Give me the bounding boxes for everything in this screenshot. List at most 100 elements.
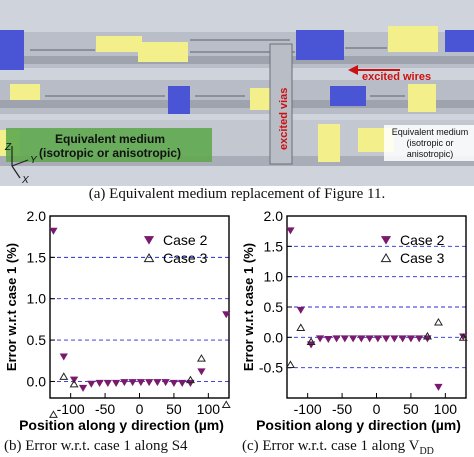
case2-point	[178, 379, 187, 387]
legend-label: Case 2	[163, 232, 208, 248]
y-tick-label: -0.5	[259, 360, 283, 376]
caption-c-text: (c) Error w.r.t. case 1 along V	[242, 438, 420, 454]
x-tick-label: -100	[57, 401, 85, 417]
middle-interconnect-layer	[0, 80, 474, 114]
yellow-block	[388, 26, 438, 52]
case3-point	[69, 379, 79, 388]
y-tick-label: 0.5	[264, 299, 284, 315]
caption-c-subscript: DD	[419, 446, 434, 457]
case3-point	[196, 354, 206, 362]
legend-marker-case2	[380, 236, 392, 245]
case2-point	[153, 379, 162, 387]
y-tick-label: 2.0	[264, 208, 284, 224]
yellow-block	[138, 42, 188, 62]
yellow-block	[10, 84, 40, 100]
case2-point	[120, 379, 129, 387]
equivalent-medium-small-label-line2: (isotropic or	[406, 138, 453, 148]
axis-y-label: Y	[30, 155, 38, 166]
equivalent-medium-small	[384, 125, 474, 161]
blue-block	[296, 30, 344, 60]
case3-point	[422, 331, 432, 340]
excited-wires-arrowhead	[348, 65, 358, 75]
legend-label: Case 2	[400, 232, 445, 248]
layout-illustration: excited wires excited vias Equivalent me…	[0, 0, 474, 186]
case2-point	[161, 379, 170, 387]
case2-point	[296, 306, 305, 314]
excited-vias-column	[269, 43, 293, 165]
y-tick-label: 0.5	[27, 332, 47, 348]
caption-c: (c) Error w.r.t. case 1 along VDD	[242, 438, 434, 457]
case2-point	[145, 379, 154, 387]
case3-point	[59, 372, 69, 380]
case2-point	[103, 379, 112, 387]
axis-z-label: Z	[4, 142, 12, 153]
y-tick-label: 0.0	[264, 329, 284, 345]
case2-point	[286, 227, 295, 235]
excited-wires-label: excited wires	[362, 71, 431, 83]
case2-point	[365, 335, 374, 343]
x-tick-label: -50	[332, 401, 352, 417]
yellow-block	[318, 124, 340, 162]
case2-point	[357, 335, 366, 343]
case2-point	[406, 335, 416, 343]
case2-point	[415, 335, 424, 343]
legend-marker-case3	[380, 252, 392, 263]
yellow-block	[96, 36, 142, 52]
x-tick-label: 50	[166, 401, 182, 417]
case2-point	[398, 335, 407, 343]
upper-interconnect-layer	[0, 26, 474, 70]
axis-x-label: X	[21, 175, 29, 186]
coordinate-axes-icon	[11, 146, 29, 179]
case3-point	[185, 375, 195, 384]
legend-marker-case2	[143, 236, 155, 245]
case3-point	[296, 323, 306, 332]
x-tick-label: 100	[434, 401, 458, 417]
case3-point	[285, 360, 295, 369]
case2-point	[340, 335, 349, 343]
case2-point	[111, 379, 121, 387]
y-axis-label: Error w.r.t case 1 (%)	[241, 243, 256, 371]
y-tick-label: 1.0	[264, 269, 284, 285]
case3-point	[433, 317, 443, 326]
case2-point	[169, 379, 179, 387]
blue-block	[0, 30, 24, 70]
case3-point	[221, 400, 231, 408]
equivalent-medium-label-line2: (isotropic or anisotropic)	[39, 146, 181, 160]
blue-block	[445, 30, 474, 52]
chart-c: -0.5 0.0 0.5 1.0 1.5 2.0 -100 -50 0 50 100Position…	[241, 208, 468, 433]
y-tick-label: 1.5	[27, 249, 47, 265]
case3-point	[458, 333, 468, 341]
case2-point	[49, 227, 58, 235]
legend-label: Case 3	[163, 250, 208, 266]
case2-point	[78, 384, 88, 392]
equivalent-medium-main	[6, 128, 212, 162]
x-axis-label: Position along y direction (µm)	[256, 417, 461, 433]
case2-point	[332, 335, 341, 343]
caption-a: (a) Equivalent medium replacement of Fig…	[88, 186, 386, 202]
case2-point	[197, 368, 206, 376]
case2-point	[186, 379, 195, 387]
blue-block	[168, 86, 190, 114]
case2-point	[324, 335, 333, 343]
x-tick-label: 50	[403, 401, 419, 417]
case3-point	[48, 410, 58, 418]
x-axis-label: Position along y direction (µm)	[19, 417, 224, 433]
x-tick-label: 100	[197, 401, 221, 417]
case2-point	[136, 379, 146, 387]
case2-point	[390, 335, 399, 343]
y-tick-label: 2.0	[27, 208, 47, 224]
caption-b: (b) Error w.r.t. case 1 along S4	[4, 438, 188, 454]
case2-point	[128, 379, 137, 387]
equivalent-medium-small-label-line1: Equivalent medium	[392, 127, 469, 137]
blue-block	[330, 86, 366, 106]
case3-point	[306, 337, 316, 345]
case2-point	[59, 353, 68, 361]
equivalent-medium-label-line1: Equivalent medium	[55, 132, 165, 146]
legend-marker-case3	[143, 252, 155, 263]
case2-point	[315, 335, 325, 343]
x-tick-label: -100	[294, 401, 322, 417]
case2-point	[348, 335, 358, 343]
y-tick-label: 1.0	[27, 291, 47, 307]
case2-point	[434, 383, 443, 391]
